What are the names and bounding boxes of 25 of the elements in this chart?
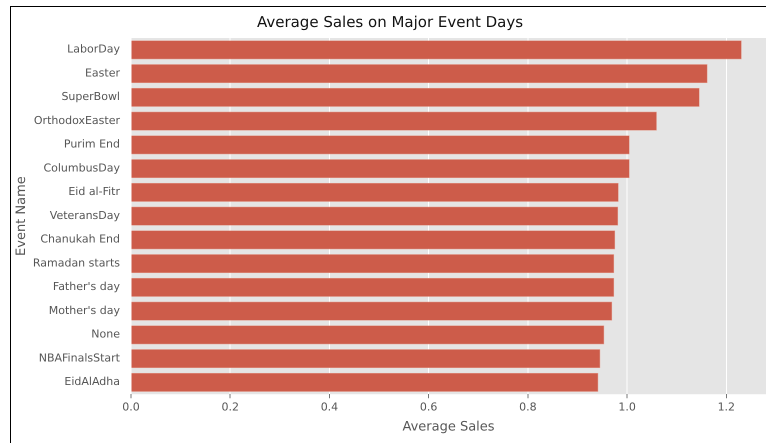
x-axis-title: Average Sales bbox=[402, 420, 495, 435]
y-axis-title: Event Name bbox=[14, 176, 30, 256]
y-tick-label: SuperBowl bbox=[61, 90, 120, 104]
x-tick-label: 1.2 bbox=[718, 400, 736, 414]
y-tick-label: EidAlAdha bbox=[64, 375, 120, 388]
y-tick-label: Easter bbox=[84, 66, 120, 80]
y-tick-label: LaborDay bbox=[67, 42, 120, 56]
x-tick-label: 0.4 bbox=[320, 400, 338, 414]
y-tick-label: OrthodoxEaster bbox=[34, 114, 120, 127]
y-tick-label: Mother's day bbox=[48, 304, 120, 317]
x-tick-label: 0.2 bbox=[221, 400, 239, 414]
chart-title: Average Sales on Major Event Days bbox=[256, 12, 524, 31]
x-tick-label: 0.8 bbox=[519, 400, 537, 414]
y-tick-label: Eid al-Fitr bbox=[68, 185, 120, 198]
y-tick-label: Father's day bbox=[52, 280, 120, 294]
x-tick-label: 1.0 bbox=[618, 400, 636, 414]
x-tick-label: 0.0 bbox=[122, 400, 140, 414]
y-tick-label: Ramadan starts bbox=[32, 256, 120, 270]
y-tick-label: NBAFinalsStart bbox=[38, 351, 121, 364]
x-tick-label: 0.6 bbox=[420, 400, 438, 414]
y-tick-label: ColumbusDay bbox=[43, 161, 120, 174]
y-tick-label: Purim End bbox=[64, 138, 120, 151]
y-tick-label: None bbox=[91, 328, 120, 341]
y-tick-label: VeteransDay bbox=[50, 208, 120, 222]
y-tick-label: Chanukah End bbox=[40, 232, 120, 246]
